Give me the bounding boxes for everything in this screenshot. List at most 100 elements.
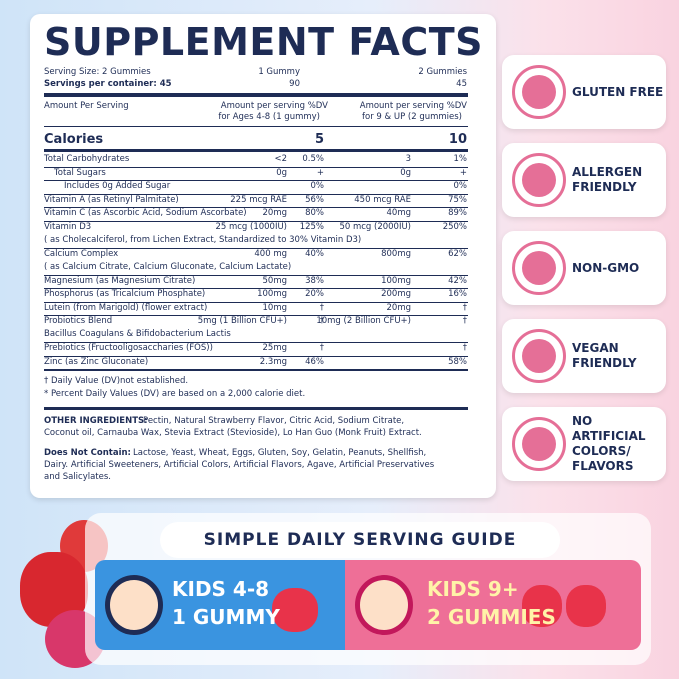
rule [44,315,468,316]
dv-2: † [462,343,467,353]
gummy [272,588,318,632]
boy-icon [105,575,163,635]
badge-icon-fill [522,75,556,109]
dv-2: 42% [448,275,467,286]
badge-line: ALLERGEN [572,165,643,179]
badge-text: ALLERGEN FRIENDLY [572,143,642,217]
dv-2: 250% [442,221,467,232]
serving-1: 1 Gummy [258,67,300,77]
nutrient-name: Includes 0g Added Sugar [64,181,171,191]
serving-2: 45 [456,79,467,89]
amount-2: 200mg [381,289,411,299]
badge-line: VEGAN [572,341,619,355]
badge-line: GLUTEN FREE [572,84,664,99]
badge-icon-fill [522,163,556,197]
header-col1: Amount per serving %DV [220,101,328,111]
amount-1: 50mg [262,275,288,286]
calories-label: Calories [44,132,104,147]
badge: VEGAN FRIENDLY [502,319,666,393]
rule [44,247,468,249]
badge-icon-fill [522,251,556,285]
dv-1: 56% [305,194,324,205]
amount-1: 225 mcg RAE [230,194,287,205]
dv-2: † [462,316,467,326]
nutrient-note: ( as Calcium Citrate, Calcium Gluconate,… [44,261,292,272]
header-col1: for Ages 4-8 (1 gummy) [218,112,320,122]
amount-2: 100mg [381,275,411,286]
amount-1: 10mg [262,302,288,313]
badge-text: NO ARTIFICIAL COLORS/FLAVORS [572,407,666,481]
kids-text: KIDS 4-8 [172,577,270,601]
nutrient-note: ( as Cholecalciferol, from Lichen Extrac… [44,234,362,245]
badge-icon [512,329,566,383]
rule [44,407,468,410]
nutrient-name: Vitamin D3 [44,221,92,232]
serving-label: Serving Size: 2 Gummies [44,67,151,77]
badge-icon [512,241,566,295]
nutrient-name: Total Carbohydrates [44,154,130,164]
rule [44,288,468,289]
footnote: * Percent Daily Values (DV) are based on… [44,389,306,399]
dv-1: 40% [305,248,324,259]
badge: NO ARTIFICIAL COLORS/FLAVORS [502,407,666,481]
nutrient-name: Prebiotics (Fructooligosaccharies (FOS)) [44,343,213,353]
nutrient-name: Probiotics Blend [44,316,113,326]
badge-line: FRIENDLY [572,180,637,194]
badge-line: NO ARTIFICIAL [572,414,646,443]
rule [44,355,468,357]
nutrient-note: Bacillus Coagulans & Bifidobacterium Lac… [44,329,231,339]
dv-2: 0% [453,181,468,191]
dv-1: † [319,316,324,326]
badge-icon [512,65,566,119]
guide-title: SIMPLE DAILY SERVING GUIDE [160,522,560,558]
nutrient-name: Vitamin A (as Retinyl Palmitate) [44,194,179,205]
amount-2: 450 mcg RAE [354,194,411,205]
badge-icon-fill [522,339,556,373]
amount-2: 800mg [381,248,411,259]
amount-1: 20mg [262,208,288,218]
amount-2: 50 mcg (2000IU) [339,221,411,232]
excludes-label: Does Not Contain: [44,448,131,458]
nutrient-name: Calcium Complex [44,248,119,259]
badge-icon [512,417,566,471]
amount-2: 20mg [386,302,412,313]
ingredients-text: Pectin, Natural Strawberry Flavor, Citri… [143,416,405,426]
dv-1: 20% [305,289,324,299]
header-label: Amount Per Serving [44,101,129,111]
excludes-text: Dairy. Artificial Sweeteners, Artificial… [44,460,435,470]
calories-1: 5 [314,132,324,147]
rule [44,166,468,168]
serving-2: 2 Gummies [418,67,467,77]
badge-icon-fill [522,427,556,461]
dv-1: 0% [310,181,325,191]
dv-1: + [316,167,324,178]
dv-2: 16% [448,289,467,299]
badge: ALLERGEN FRIENDLY [502,143,666,217]
footnote: † Daily Value (DV)not established. [44,376,189,386]
dv-1: 46% [305,356,324,367]
dv-2: 1% [453,154,468,164]
amount-2: 40mg [386,208,412,218]
badge-icon [512,153,566,207]
excludes-text: and Salicylates. [44,472,111,482]
rule [44,193,468,195]
rule [44,180,468,181]
nutrient-name: Total Sugars [54,167,106,178]
amount-2: 0g [400,167,411,178]
badge-text: VEGAN FRIENDLY [572,319,637,393]
dv-2: 89% [448,208,467,218]
rule [44,301,468,303]
badge-line: COLORS/ [572,444,631,458]
dv-2: + [459,167,467,178]
rule [44,149,468,152]
amount-1: 2.3mg [259,356,287,367]
header-col2: Amount per serving %DV [359,101,467,111]
badge: NON-GMO [502,231,666,305]
dv-2: 75% [448,194,467,205]
dv-1: † [319,343,324,353]
kids-text: 2 GUMMIES [427,605,556,629]
rule [44,274,468,276]
girl-icon [355,575,413,635]
dv-1: 0.5% [302,154,324,164]
kids-text: KIDS 9+ [427,577,519,601]
